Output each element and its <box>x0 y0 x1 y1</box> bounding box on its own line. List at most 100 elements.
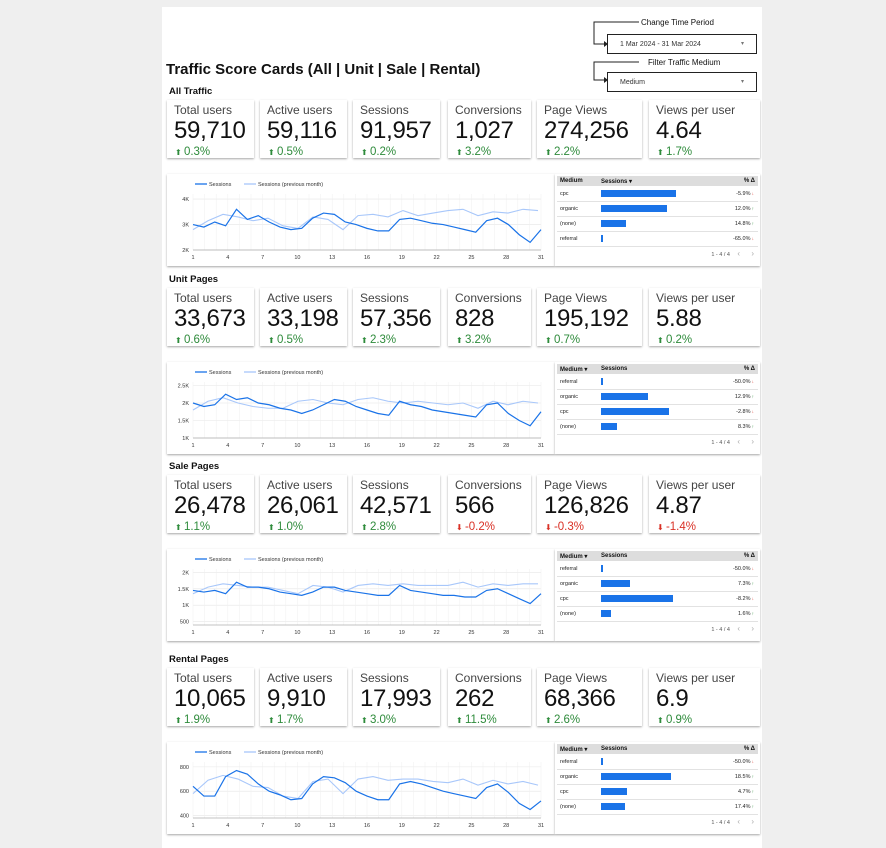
x-tick-label: 28 <box>503 255 509 261</box>
x-tick-label: 4 <box>226 255 229 261</box>
scorecard-total-users[interactable]: Total users 33,673 ⬆ 0.6% <box>167 288 254 346</box>
scorecard-views-per-user[interactable]: Views per user 4.87 ⬇ -1.4% <box>649 475 760 533</box>
scorecard-label: Total users <box>174 103 233 117</box>
row-percent-value: -50.0% <box>733 759 751 765</box>
prev-page-icon[interactable]: ‹ <box>737 249 740 258</box>
scorecard-page-views[interactable]: Page Views 126,826 ⬇ -0.3% <box>537 475 642 533</box>
header-sessions[interactable]: Sessions <box>601 366 628 372</box>
medium-sessions-table[interactable]: Medium ▾ Sessions % Δ referral -50.0% ↓ organ… <box>555 362 760 454</box>
y-tick-label: 2K <box>182 570 189 576</box>
next-page-icon[interactable]: › <box>751 249 754 258</box>
x-tick-label: 13 <box>329 630 335 636</box>
prev-page-icon[interactable]: ‹ <box>737 437 740 446</box>
header-medium[interactable]: Medium ▾ <box>560 554 588 560</box>
medium-filter-value: Medium <box>620 79 645 86</box>
table-row: cpc -8.2% ↓ <box>557 592 758 607</box>
header-percent-change[interactable]: % Δ <box>743 746 755 752</box>
header-sessions[interactable]: Sessions <box>601 746 628 752</box>
table-row: referral -50.0% ↓ <box>557 755 758 770</box>
scorecard-active-users[interactable]: Active users 26,061 ⬆ 1.0% <box>260 475 347 533</box>
scorecard-label: Conversions <box>455 291 522 305</box>
date-range-picker[interactable]: 1 Mar 2024 - 31 Mar 2024 ▾ <box>607 34 757 54</box>
next-page-icon[interactable]: › <box>751 624 754 633</box>
arrow-up-icon: ⬆ <box>175 336 184 345</box>
row-percent-change: 8.3% ↑ <box>738 424 754 430</box>
scorecard-total-users[interactable]: Total users 10,065 ⬆ 1.9% <box>167 668 254 726</box>
next-page-icon[interactable]: › <box>751 817 754 826</box>
scorecard-delta: ⬆ 1.7% <box>268 714 303 726</box>
scorecard-conversions[interactable]: Conversions 262 ⬆ 11.5% <box>448 668 531 726</box>
header-medium[interactable]: Medium ▾ <box>560 367 588 373</box>
scorecard-views-per-user[interactable]: Views per user 5.88 ⬆ 0.2% <box>649 288 760 346</box>
header-percent-change[interactable]: % Δ <box>743 178 755 184</box>
prev-page-icon[interactable]: ‹ <box>737 817 740 826</box>
scorecard-sessions[interactable]: Sessions 91,957 ⬆ 0.2% <box>353 100 440 158</box>
x-tick-label: 31 <box>538 630 544 636</box>
scorecard-conversions[interactable]: Conversions 566 ⬇ -0.2% <box>448 475 531 533</box>
chart-legend: Sessions Sessions (previous month) <box>195 182 323 188</box>
header-sessions[interactable]: Sessions <box>601 553 628 559</box>
scorecard-delta: ⬆ 3.2% <box>456 146 491 158</box>
sessions-timeseries-chart[interactable]: Sessions Sessions (previous month) 1K 1.5K 2… <box>167 362 555 454</box>
scorecard-delta: ⬆ 11.5% <box>456 714 497 726</box>
sessions-bar <box>601 595 673 602</box>
report-page: Change Time Period 1 Mar 2024 - 31 Mar 2… <box>162 7 762 848</box>
scorecard-delta-value: 11.5% <box>464 714 497 726</box>
scorecard-delta-value: 1.1% <box>183 521 211 533</box>
scorecard-active-users[interactable]: Active users 33,198 ⬆ 0.5% <box>260 288 347 346</box>
y-tick-label: 600 <box>180 789 189 795</box>
scorecard-label: Views per user <box>656 291 736 305</box>
scorecard-page-views[interactable]: Page Views 195,192 ⬆ 0.7% <box>537 288 642 346</box>
scorecard-sessions[interactable]: Sessions 17,993 ⬆ 3.0% <box>353 668 440 726</box>
medium-filter-dropdown[interactable]: Medium ▾ <box>607 72 757 92</box>
prev-page-icon[interactable]: ‹ <box>737 624 740 633</box>
scorecard-page-views[interactable]: Page Views 274,256 ⬆ 2.2% <box>537 100 642 158</box>
scorecard-delta-value: -0.2% <box>464 521 495 533</box>
header-sessions[interactable]: Sessions ▾ <box>601 179 633 185</box>
header-medium[interactable]: Medium <box>560 178 583 184</box>
scorecard-total-users[interactable]: Total users 26,478 ⬆ 1.1% <box>167 475 254 533</box>
pagination-label: 1 - 4 / 4 <box>711 252 730 258</box>
medium-sessions-table[interactable]: Medium ▾ Sessions % Δ referral -50.0% ↓ organ… <box>555 549 760 641</box>
medium-sessions-table[interactable]: Medium ▾ Sessions % Δ referral -50.0% ↓ organ… <box>555 742 760 834</box>
table-row: cpc -2.8% ↓ <box>557 405 758 420</box>
row-percent-value: -50.0% <box>733 379 751 385</box>
x-tick-label: 28 <box>503 443 509 449</box>
row-medium: (none) <box>560 804 576 810</box>
header-medium[interactable]: Medium ▾ <box>560 747 588 753</box>
scorecard-views-per-user[interactable]: Views per user 6.9 ⬆ 0.9% <box>649 668 760 726</box>
arrow-up-icon: ↑ <box>750 581 754 586</box>
arrow-up-icon: ⬆ <box>268 716 277 725</box>
scorecard-delta-value: 0.9% <box>665 714 693 726</box>
scorecard-views-per-user[interactable]: Views per user 4.64 ⬆ 1.7% <box>649 100 760 158</box>
x-tick-label: 25 <box>468 823 474 829</box>
scorecard-total-users[interactable]: Total users 59,710 ⬆ 0.3% <box>167 100 254 158</box>
sessions-timeseries-chart[interactable]: Sessions Sessions (previous month) 500 1K 1.… <box>167 549 555 641</box>
scorecard-sessions[interactable]: Sessions 42,571 ⬆ 2.8% <box>353 475 440 533</box>
row-percent-value: -2.8% <box>736 409 751 415</box>
medium-sessions-table[interactable]: Medium Sessions ▾ % Δ cpc -5.9% ↓ organic 12.0… <box>555 174 760 266</box>
x-tick-label: 1 <box>191 823 194 829</box>
scorecard-active-users[interactable]: Active users 59,116 ⬆ 0.5% <box>260 100 347 158</box>
scorecard-delta-value: -1.4% <box>665 521 696 533</box>
sessions-timeseries-chart[interactable]: Sessions Sessions (previous month) 400 600 8… <box>167 742 555 834</box>
scorecard-sessions[interactable]: Sessions 57,356 ⬆ 2.3% <box>353 288 440 346</box>
sessions-timeseries-chart[interactable]: Sessions Sessions (previous month) 2K 3K 4K 1… <box>167 174 555 266</box>
arrow-up-icon: ↑ <box>750 789 754 794</box>
header-percent-change[interactable]: % Δ <box>743 553 755 559</box>
row-medium: (none) <box>560 424 576 430</box>
sessions-bar <box>601 788 627 795</box>
next-page-icon[interactable]: › <box>751 437 754 446</box>
scorecard-page-views[interactable]: Page Views 68,366 ⬆ 2.6% <box>537 668 642 726</box>
scorecard-conversions[interactable]: Conversions 1,027 ⬆ 3.2% <box>448 100 531 158</box>
row-medium: cpc <box>560 596 569 602</box>
scorecard-label: Conversions <box>455 103 522 117</box>
scorecard-conversions[interactable]: Conversions 828 ⬆ 3.2% <box>448 288 531 346</box>
header-percent-change[interactable]: % Δ <box>743 366 755 372</box>
scorecard-label: Sessions <box>360 478 409 492</box>
scorecard-delta-value: 3.2% <box>464 334 492 346</box>
x-tick-label: 4 <box>226 823 229 829</box>
scorecard-active-users[interactable]: Active users 9,910 ⬆ 1.7% <box>260 668 347 726</box>
row-percent-value: 7.3% <box>737 581 751 587</box>
scorecard-label: Sessions <box>360 103 409 117</box>
